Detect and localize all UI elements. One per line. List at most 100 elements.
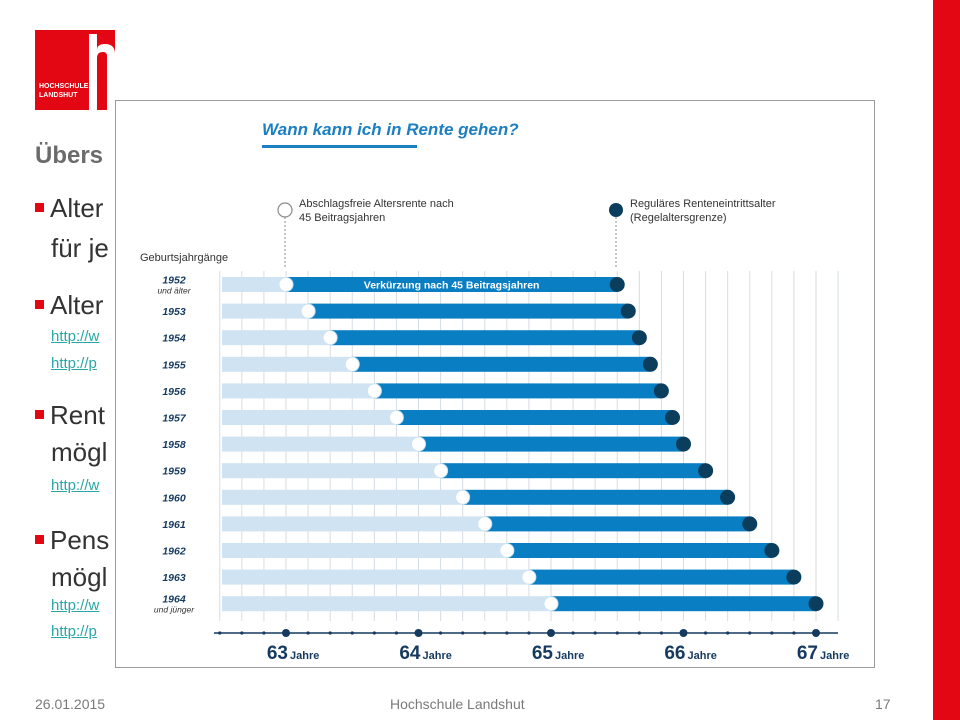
filled-circle-marker <box>698 463 714 479</box>
x-tick-label: 66 <box>664 643 685 664</box>
bullet-3-line1: Rent <box>50 400 105 430</box>
x-tick-unit: Jahre <box>820 650 849 662</box>
bar-light-segment <box>222 330 331 346</box>
bar-light-segment <box>222 463 441 479</box>
open-circle-marker <box>521 569 537 585</box>
filled-circle-marker <box>764 543 780 558</box>
x-axis-minor-tick <box>350 631 354 635</box>
category-label: 1961 <box>162 519 186 531</box>
chart-title-underline <box>262 145 417 148</box>
footer-date: 26.01.2015 <box>35 696 106 712</box>
category-sublabel: und jünger <box>154 605 195 615</box>
bar-shortening-segment <box>462 489 728 505</box>
x-axis-minor-tick <box>770 631 774 635</box>
bar-light-segment <box>222 356 353 372</box>
bar-annotation: Verkürzung nach 45 Beitragsjahren <box>364 280 540 292</box>
filled-circle-marker <box>808 596 824 612</box>
bullet-3-line2: mögl <box>51 437 108 467</box>
x-axis-minor-tick <box>306 631 310 635</box>
bar-shortening-segment <box>440 463 706 479</box>
legend-filled-label-line2: (Regelaltersgrenze) <box>630 212 727 224</box>
open-circle-marker <box>344 356 360 372</box>
bullet-1: Alter <box>35 193 103 224</box>
bar-shortening-segment <box>330 330 640 346</box>
bullet-square-icon <box>35 202 44 212</box>
bullet-3: Rent <box>35 400 105 431</box>
open-circle-marker <box>477 516 493 532</box>
open-circle-marker <box>433 463 449 479</box>
bar-light-segment <box>222 277 286 292</box>
category-label: 1956 <box>162 386 186 398</box>
x-axis: 63 Jahre 64 Jahre 65 Jahre 66 Jahre 67 Jahre <box>214 629 849 664</box>
open-circle-marker <box>278 277 294 292</box>
bullet-2-link-2[interactable]: http://p <box>51 355 97 372</box>
category-axis-title: Geburtsjahrgänge <box>140 252 228 264</box>
x-tick-unit: Jahre <box>555 650 584 662</box>
x-axis-minor-tick <box>262 631 266 635</box>
chart-image-panel: Wann kann ich in Rente gehen? Abschlagsf… <box>115 100 875 668</box>
filled-circle-marker <box>676 436 691 452</box>
x-axis-major-tick <box>282 629 290 637</box>
x-axis-minor-tick <box>637 631 641 635</box>
footer-page-number: 17 <box>875 696 891 712</box>
bar-shortening-segment <box>374 383 662 399</box>
filled-circle-marker <box>720 489 736 505</box>
category-label: 1954 <box>162 333 186 345</box>
bullet-2-link-1[interactable]: http://w <box>51 328 100 345</box>
chart-title: Wann kann ich in Rente gehen? <box>262 120 519 139</box>
bar-shortening-segment <box>418 436 684 452</box>
bar-shortening-segment <box>484 516 750 532</box>
category-label: 1957 <box>162 413 187 425</box>
bullet-4-link-1[interactable]: http://w <box>51 597 100 614</box>
bullet-4: Pens <box>35 525 109 556</box>
bar-shortening-segment <box>506 543 772 558</box>
footer-institution: Hochschule Landshut <box>390 696 525 712</box>
x-tick-label: 65 <box>532 643 554 664</box>
x-axis-minor-tick <box>593 631 597 635</box>
x-axis-minor-tick <box>483 631 487 635</box>
category-label: 1964 <box>162 594 186 606</box>
x-axis-minor-tick <box>748 631 752 635</box>
bar-light-segment <box>222 569 529 585</box>
retirement-age-chart: Wann kann ich in Rente gehen? Abschlagsf… <box>140 120 849 664</box>
open-circle-marker <box>411 436 426 452</box>
bar-shortening-segment <box>308 303 629 319</box>
bullet-4-line2: mögl <box>51 562 108 592</box>
category-label: 1959 <box>162 466 186 478</box>
x-axis-minor-tick <box>792 631 796 635</box>
bullet-3-link-1[interactable]: http://w <box>51 477 100 494</box>
logo-text-line1: HOCHSCHULE <box>39 83 89 90</box>
bar-light-segment <box>222 516 485 532</box>
x-axis-minor-tick <box>438 631 443 635</box>
x-axis-minor-tick <box>527 631 531 635</box>
x-tick-unit: Jahre <box>688 650 717 662</box>
bar-light-segment <box>222 596 551 612</box>
category-label: 1958 <box>162 439 186 451</box>
category-label: 1953 <box>162 306 186 318</box>
bar-shortening-segment <box>286 277 618 292</box>
legend-filled-label-line1: Reguläres Renteneintrittsalter <box>630 198 776 210</box>
x-axis-minor-tick <box>659 631 664 635</box>
x-tick-label: 64 <box>399 643 421 664</box>
slide-title: Übers <box>35 142 104 169</box>
open-circle-marker <box>388 410 404 425</box>
x-axis-minor-tick <box>703 631 708 635</box>
bar-shortening-segment <box>551 596 816 612</box>
x-axis-minor-tick <box>328 631 332 635</box>
logo-text-line2: LANDSHUT <box>39 92 78 99</box>
bullet-square-icon <box>35 299 44 309</box>
open-circle-marker <box>499 543 515 558</box>
category-label: 1955 <box>162 359 186 371</box>
open-circle-marker <box>543 596 559 612</box>
open-circle-marker <box>366 383 382 399</box>
filled-circle-marker <box>609 277 625 292</box>
bullet-4-link-2[interactable]: http://p <box>51 623 97 640</box>
hochschule-landshut-logo: HOCHSCHULE LANDSHUT <box>35 30 115 110</box>
x-axis-minor-tick <box>615 631 619 635</box>
accent-side-bar <box>933 0 960 720</box>
category-label: 1962 <box>162 546 186 558</box>
bar-light-segment <box>222 410 397 425</box>
legend-open-circle-icon <box>277 202 293 218</box>
x-tick-unit: Jahre <box>423 650 452 662</box>
